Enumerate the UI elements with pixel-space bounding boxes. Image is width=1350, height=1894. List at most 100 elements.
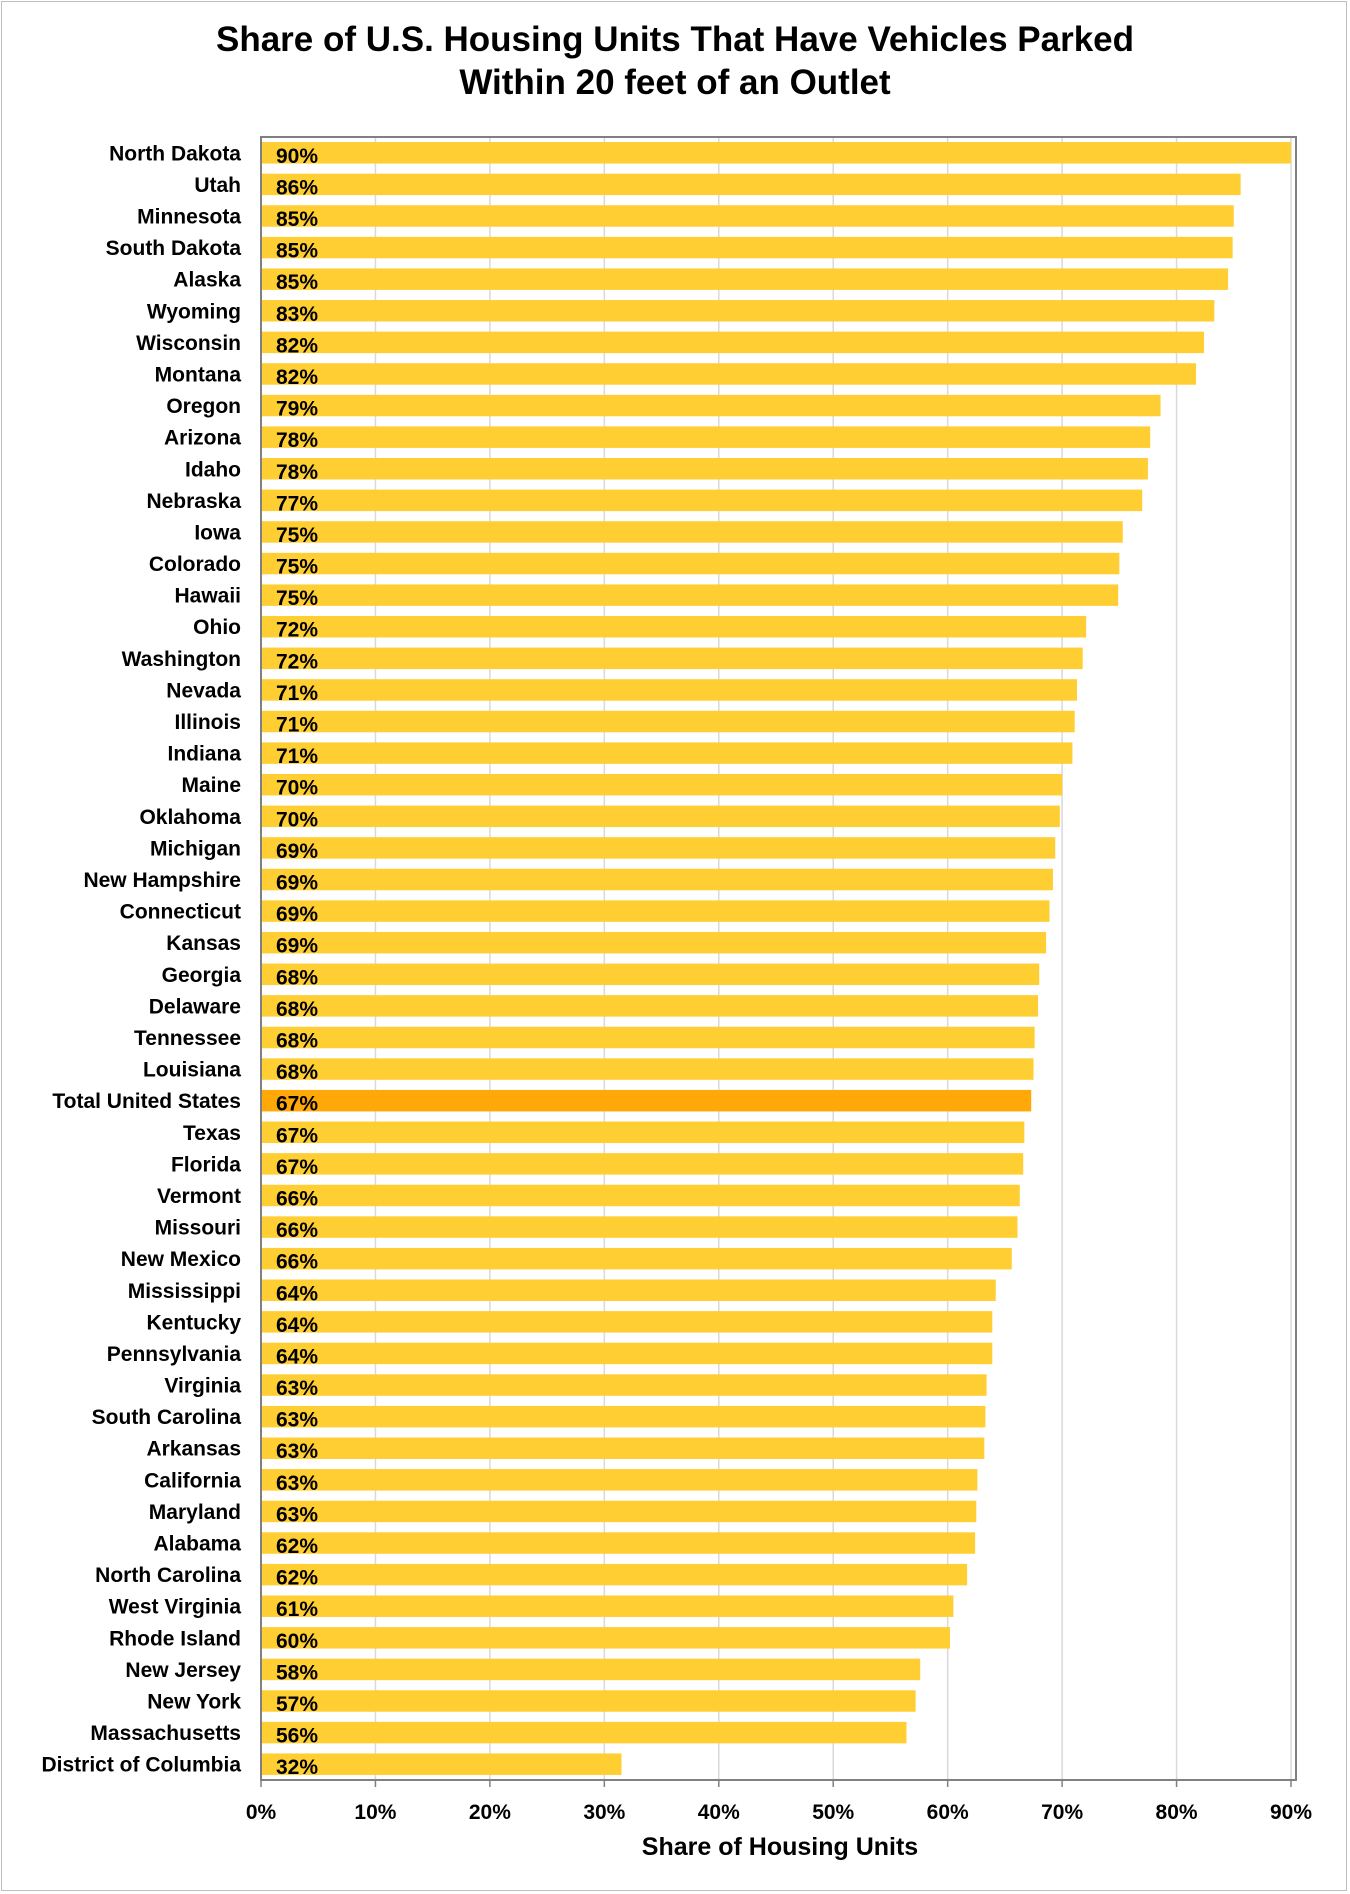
bar — [261, 1690, 916, 1712]
data-label: 61% — [276, 1598, 318, 1621]
category-label: Wisconsin — [136, 332, 241, 355]
data-label: 82% — [276, 366, 318, 389]
data-label: 68% — [276, 1061, 318, 1084]
chart-title-line-2: Within 20 feet of an Outlet — [459, 63, 891, 102]
category-label: Hawaii — [174, 585, 241, 608]
bar — [261, 1405, 986, 1428]
category-labels: North Dakota Utah Minnesota South Dakota Ala… — [41, 142, 241, 1776]
data-label: 64% — [276, 1282, 318, 1305]
x-tick-label: 70% — [1041, 1801, 1083, 1824]
data-label: 86% — [276, 176, 318, 199]
category-label: Rhode Island — [109, 1627, 241, 1650]
category-label: Louisiana — [143, 1059, 241, 1082]
data-label: 67% — [276, 1124, 318, 1147]
bar — [261, 1658, 921, 1681]
bar — [261, 1153, 1024, 1175]
bar — [261, 552, 1120, 575]
data-label: 66% — [276, 1251, 318, 1274]
x-tick-label: 50% — [812, 1801, 854, 1824]
category-label: Texas — [183, 1122, 241, 1145]
bar — [261, 331, 1205, 354]
x-tick-label: 20% — [469, 1801, 511, 1824]
bar — [261, 236, 1233, 259]
category-label: Colorado — [149, 553, 241, 576]
data-label: 83% — [276, 303, 318, 326]
bar — [261, 1753, 622, 1775]
data-label: 68% — [276, 1029, 318, 1052]
category-label: Pennsylvania — [107, 1343, 242, 1366]
data-label: 63% — [276, 1377, 318, 1400]
category-label: Maine — [181, 774, 241, 797]
category-label: Idaho — [185, 458, 241, 481]
bar — [261, 710, 1075, 733]
data-label: 63% — [276, 1503, 318, 1526]
data-label: 67% — [276, 1093, 318, 1116]
data-label: 75% — [276, 587, 318, 610]
bar — [261, 426, 1151, 448]
bar — [261, 1532, 976, 1554]
bar — [261, 931, 1047, 954]
category-label: Georgia — [162, 964, 242, 987]
x-axis-label: Share of Housing Units — [642, 1833, 918, 1861]
data-label: 78% — [276, 429, 318, 452]
category-label: Utah — [194, 174, 241, 197]
x-tick-label: 60% — [927, 1801, 969, 1824]
category-label: New Mexico — [121, 1248, 241, 1271]
bar — [261, 142, 1291, 164]
chart-title: Share of U.S. Housing Units That Have Ve… — [0, 18, 1350, 104]
data-label: 67% — [276, 1156, 318, 1179]
bar — [261, 679, 1077, 701]
category-label: Tennessee — [134, 1027, 241, 1050]
category-label: Massachusetts — [90, 1722, 241, 1745]
bar — [261, 584, 1119, 606]
axes — [260, 136, 1297, 1781]
x-tick-label: 0% — [246, 1801, 277, 1824]
data-label: 68% — [276, 966, 318, 989]
bar — [261, 1184, 1020, 1207]
bar — [261, 458, 1148, 480]
bar — [261, 1595, 954, 1617]
x-tick-labels: 0% 10% 20% 30% 40% 50% 60% 70% 80% 90% — [246, 1801, 1313, 1824]
bar — [261, 900, 1050, 922]
bar — [261, 1374, 987, 1396]
category-label: Virginia — [164, 1375, 241, 1398]
category-label: Alaska — [173, 269, 241, 292]
bar — [261, 773, 1063, 796]
bar — [261, 1721, 907, 1744]
bar — [261, 1311, 993, 1333]
plot-area-border — [260, 136, 1297, 1781]
bars — [261, 142, 1291, 1775]
data-label: 69% — [276, 935, 318, 958]
data-label: 71% — [276, 714, 318, 737]
bar — [261, 300, 1215, 322]
bar — [261, 268, 1229, 290]
bar — [261, 647, 1083, 670]
category-label: Indiana — [167, 743, 241, 766]
bar — [261, 394, 1161, 417]
data-label: 82% — [276, 334, 318, 357]
data-label: 85% — [276, 208, 318, 231]
data-label: 68% — [276, 998, 318, 1021]
data-label: 57% — [276, 1693, 318, 1716]
data-label: 63% — [276, 1409, 318, 1432]
bar — [261, 173, 1241, 196]
x-tick-label: 30% — [583, 1801, 625, 1824]
category-label: Florida — [171, 1153, 241, 1176]
data-label: 62% — [276, 1567, 318, 1590]
category-label: Maryland — [149, 1501, 241, 1524]
category-label: Delaware — [149, 995, 241, 1018]
category-label: New Hampshire — [83, 869, 241, 892]
category-label: Total United States — [52, 1090, 241, 1113]
chart-title-line-1: Share of U.S. Housing Units That Have Ve… — [215, 20, 1135, 59]
bar — [261, 742, 1073, 764]
x-tick-label: 40% — [698, 1801, 740, 1824]
data-label: 64% — [276, 1314, 318, 1337]
data-label: 85% — [276, 240, 318, 263]
category-label: Washington — [122, 648, 241, 671]
category-label: Nevada — [166, 679, 241, 702]
category-label: Kentucky — [146, 1311, 241, 1334]
bar — [261, 521, 1123, 543]
data-label: 69% — [276, 872, 318, 895]
bar — [261, 1216, 1018, 1238]
bar — [261, 1469, 978, 1491]
